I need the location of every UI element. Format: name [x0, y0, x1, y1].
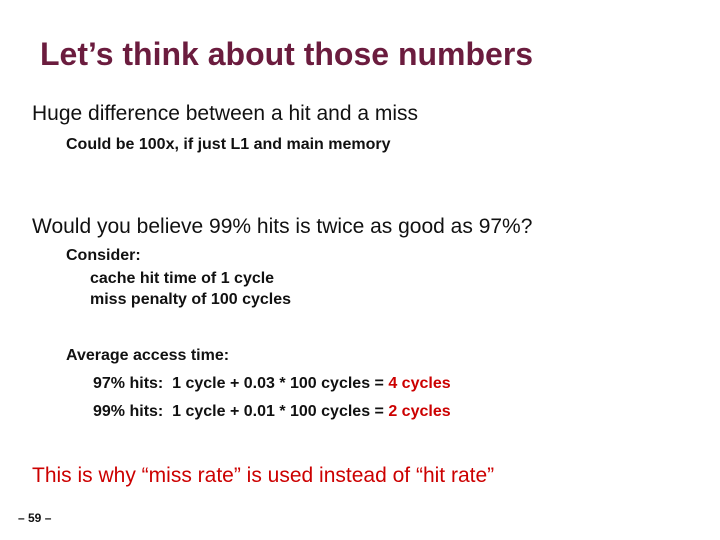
sub-bullet: Consider: [66, 247, 141, 264]
formula-row: 97% hits: 1 cycle + 0.03 * 100 cycles = … [93, 375, 451, 393]
sub-bullet: Could be 100x, if just L1 and main memor… [66, 136, 391, 153]
result: 4 cycles [388, 375, 451, 392]
formula: 99% hits: 1 cycle + 0.01 * 100 cycles = [93, 403, 384, 420]
detail-line: cache hit time of 1 cycle [90, 270, 275, 287]
bullet: Would you believe 99% hits is twice as g… [32, 215, 533, 238]
bullet: Huge difference between a hit and a miss [32, 102, 419, 125]
result: 2 cycles [388, 403, 451, 420]
sub-bullet: Average access time: [66, 347, 230, 364]
formula: 97% hits: 1 cycle + 0.03 * 100 cycles = [93, 375, 384, 392]
detail-line: miss penalty of 100 cycles [90, 291, 291, 308]
page-number: – 59 – [18, 511, 52, 525]
formula-row: 99% hits: 1 cycle + 0.01 * 100 cycles = … [93, 403, 451, 421]
slide-title: Let’s think about those numbers [40, 36, 534, 72]
conclusion: This is why “miss rate” is used instead … [32, 464, 495, 487]
